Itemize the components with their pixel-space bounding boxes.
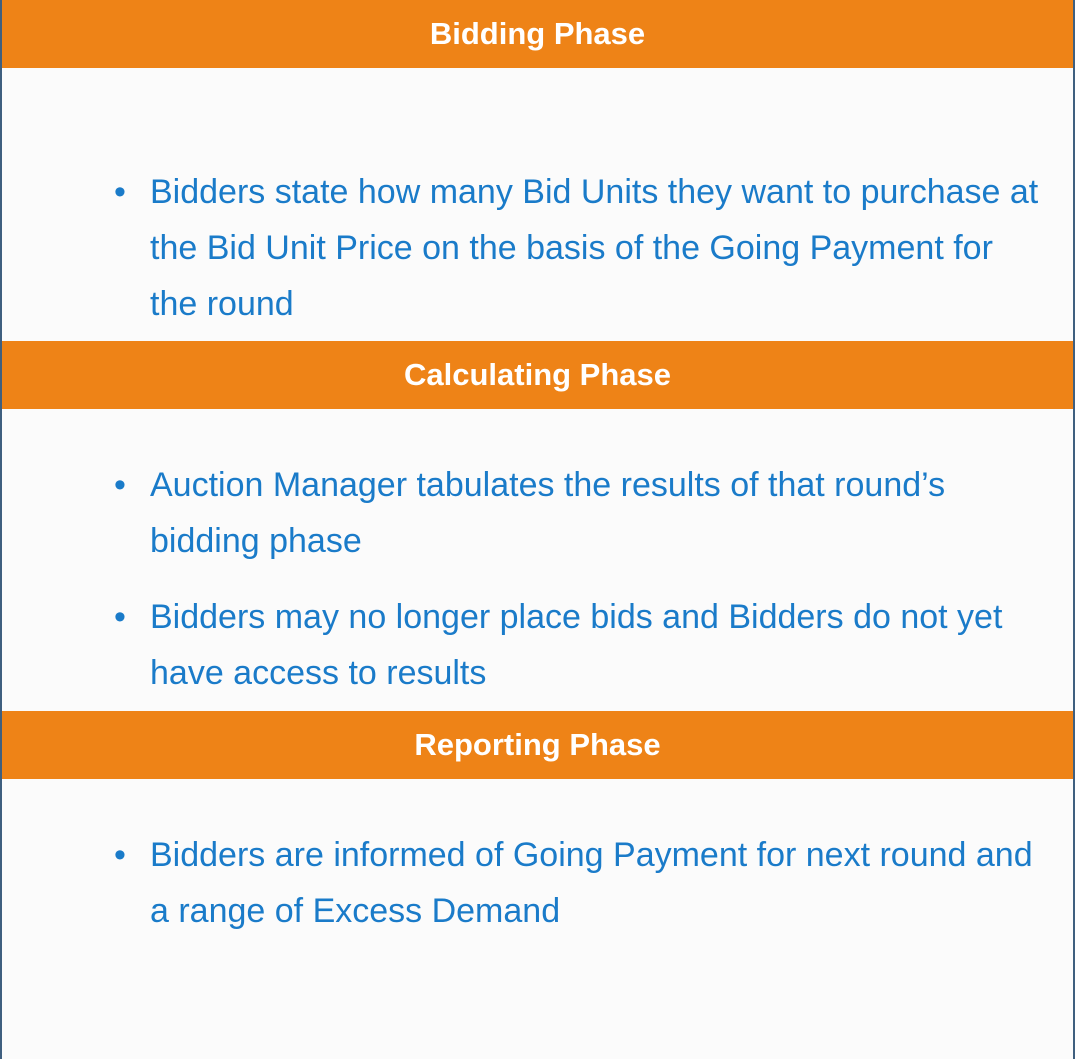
bullet-list: Auction Manager tabulates the results of… [2,457,1053,701]
bullet-item: Bidders may no longer place bids and Bid… [2,589,1040,701]
bullet-list: Bidders state how many Bid Units they wa… [2,164,1053,332]
phase-title: Calculating Phase [2,341,1073,409]
phase-section: Bidding Phase Bidders state how many Bid … [2,0,1073,352]
phase-body: Auction Manager tabulates the results of… [2,409,1073,701]
phase-section: Calculating Phase Auction Manager tabulat… [2,341,1073,721]
phase-body: Bidders state how many Bid Units they wa… [2,68,1073,332]
phase-title: Reporting Phase [2,711,1073,779]
phase-body: Bidders are informed of Going Payment fo… [2,779,1073,939]
phase-title: Bidding Phase [2,0,1073,68]
phase-section: Reporting Phase Bidders are informed of G… [2,711,1073,959]
bullet-item: Bidders are informed of Going Payment fo… [2,827,1040,939]
bullet-item: Auction Manager tabulates the results of… [2,457,1040,569]
bullet-list: Bidders are informed of Going Payment fo… [2,827,1053,939]
bullet-item: Bidders state how many Bid Units they wa… [2,164,1040,332]
